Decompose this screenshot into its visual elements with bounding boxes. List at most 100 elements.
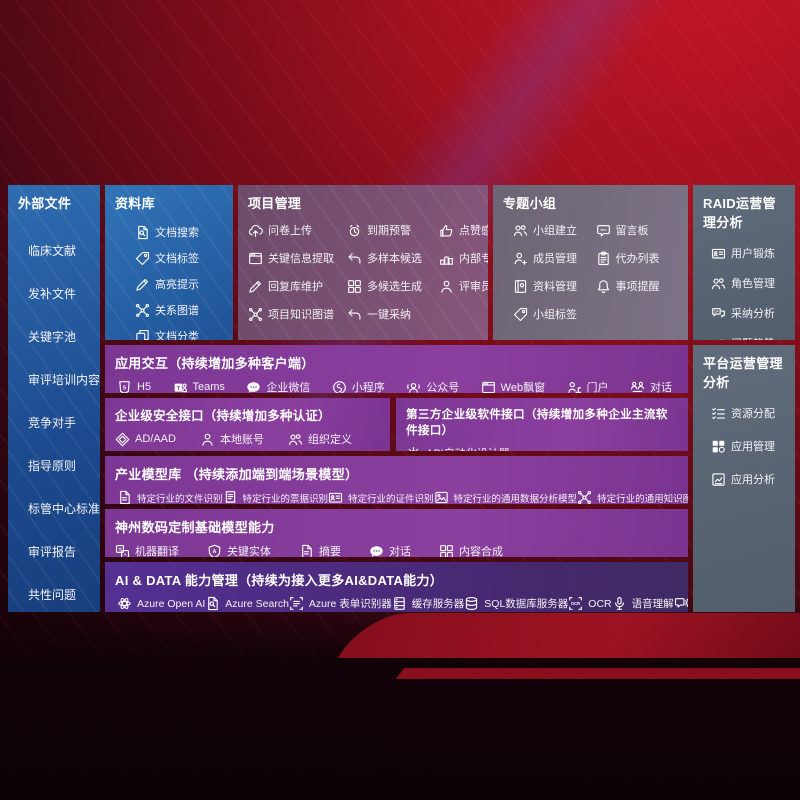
project-item[interactable]: 问卷上传 [248, 222, 347, 238]
integration-item[interactable]: API自动化设计器 [406, 445, 510, 451]
svg-text:T: T [176, 385, 180, 391]
capability-item[interactable]: 对话 [369, 543, 411, 557]
item-label: 问卷上传 [268, 225, 312, 237]
raid-item[interactable]: QA 采纳分析 [711, 305, 785, 321]
ai-service-item[interactable]: 缓存服务器 [392, 596, 464, 611]
ai-service-item[interactable]: Azure Open AI [117, 596, 205, 611]
library-item[interactable]: 高亮提示 [135, 276, 223, 292]
group-item[interactable]: BBS 留言板 [596, 222, 679, 238]
group-item[interactable]: 小组建立 [513, 222, 596, 238]
platform-item[interactable]: 资源分配 [711, 405, 785, 421]
reviewer-profile-icon [439, 279, 454, 294]
data-album-icon [513, 279, 528, 294]
bbs-board-icon: BBS [596, 223, 611, 238]
project-item[interactable]: 多样本候选 [347, 250, 439, 266]
client-item[interactable]: 对话 [630, 379, 672, 393]
external-file-item[interactable]: 标管中心标准 [28, 500, 100, 517]
raid-item[interactable]: 用户锻炼 [711, 245, 785, 261]
ai-service-item[interactable]: TTS [674, 596, 688, 611]
item-label: 项目知识图谱 [268, 309, 334, 321]
library-item[interactable]: 文档分类 [135, 328, 223, 340]
group-item[interactable]: 资料管理 [513, 278, 596, 294]
wecom-icon [246, 380, 261, 394]
capability-item[interactable]: A 关键实体 [207, 543, 271, 557]
auth-item[interactable]: AD/AAD [115, 432, 176, 447]
project-item[interactable]: 多候选生成 [347, 278, 439, 294]
topic-groups-title: 专题小组 [503, 196, 557, 211]
client-item[interactable]: 5 H5 [117, 380, 151, 393]
external-file-item[interactable]: 竞争对手 [28, 414, 90, 431]
group-item[interactable]: 代办列表 [596, 250, 679, 266]
ai-data-title: AI & DATA 能力管理（持续为接入更多AI&DATA能力） [115, 573, 444, 588]
project-item[interactable]: 内部专家排名 [439, 250, 488, 266]
auth-item[interactable]: 组织定义 [288, 431, 352, 447]
project-item[interactable]: 项目知识图谱 [248, 306, 347, 322]
industry-model-item[interactable]: 特定行业的通用知识图谱模型 [577, 490, 688, 504]
client-item[interactable]: 门户 [567, 379, 609, 393]
raid-item[interactable]: 角色管理 [711, 275, 785, 291]
project-item[interactable]: 一键采纳 [347, 306, 439, 322]
project-item[interactable]: 关键信息提取 [248, 250, 347, 266]
project-item[interactable]: 评审员画像 [439, 278, 488, 294]
item-label: 审评报告 [28, 545, 77, 559]
library-item[interactable]: 关系图谱 [135, 302, 223, 318]
app-manage-icon [711, 439, 726, 454]
capability-item[interactable]: 文 A 机器翻译 [115, 543, 179, 557]
external-file-item[interactable]: 审评报告 [28, 543, 90, 560]
external-file-item[interactable]: 临床文献 [28, 242, 90, 259]
resource-list-icon [711, 406, 726, 421]
client-item[interactable]: 小程序 [332, 379, 385, 393]
group-item[interactable]: 小组标签 [513, 306, 596, 322]
capability-item[interactable]: 内容合成 [439, 543, 503, 557]
client-item[interactable]: T Teams [173, 380, 225, 393]
project-item[interactable]: 到期预警 [347, 222, 439, 238]
client-item[interactable]: 公众号 [406, 379, 459, 393]
auth-list: AD/AAD 本地账号 组织定义 [115, 431, 380, 447]
library-item[interactable]: 文档搜索 [135, 224, 223, 240]
external-file-item[interactable]: 发补文件 [28, 285, 90, 302]
item-label: 公众号 [426, 382, 460, 393]
project-item[interactable]: 点赞感谢 [439, 222, 488, 238]
client-item[interactable]: 企业微信 [246, 379, 310, 393]
library-item[interactable]: 文档标签 [135, 250, 223, 266]
item-label: 共性问题 [28, 588, 77, 602]
tag-label-icon [135, 251, 150, 266]
ai-service-item[interactable]: OCR OCR [568, 596, 612, 611]
industry-model-item[interactable]: 特定行业的通用数据分析模型 [434, 490, 577, 504]
key-entity-icon: A [207, 544, 222, 557]
compose-icon [439, 544, 454, 557]
external-file-item[interactable]: 审评培训内容 [28, 371, 100, 388]
industry-model-item[interactable]: 特定行业的文件识别 [117, 490, 223, 504]
adopt-analysis-icon: QA [711, 306, 726, 321]
third-party-interface-title: 第三方企业级软件接口（持续增加多种企业主流软件接口） [406, 408, 668, 437]
external-file-item[interactable]: 指导原则 [28, 457, 90, 474]
external-file-item[interactable]: 关键字池 [28, 328, 90, 345]
item-label: 临床文献 [28, 244, 77, 258]
group-item[interactable]: 事项提醒 [596, 278, 679, 294]
app-interaction-row: 应用交互（持续增加多种客户端） 5 H5 T Teams 企业微信 小程序 公众号 Web飘窗… [105, 345, 688, 393]
platform-item[interactable]: 应用管理 [711, 438, 785, 454]
project-item[interactable]: 回复库维护 [248, 278, 347, 294]
auth-item[interactable]: 本地账号 [200, 431, 264, 447]
capability-item[interactable]: 摘要 [299, 543, 341, 557]
ai-service-item[interactable]: Azure Search [205, 596, 289, 611]
platform-item[interactable]: 应用分析 [711, 471, 785, 487]
project-management-title: 项目管理 [248, 196, 302, 211]
ai-service-item[interactable]: SQL数据库服务器 [464, 596, 568, 611]
group-item[interactable]: 成员管理 [513, 250, 596, 266]
item-label: 到期预警 [367, 225, 411, 237]
dcits-model-row: 神州数码定制基础模型能力 文 A 机器翻译 A 关键实体 摘要 对话 内容合成 [105, 509, 688, 557]
client-item[interactable]: Web飘窗 [481, 379, 545, 393]
raid-item[interactable]: 问题趋势 [711, 335, 785, 340]
item-label: 小组建立 [533, 225, 577, 237]
project-management-grid: 问卷上传 到期预警 点赞感谢关键信息提取 多样本候选 内部专家排名回复库维护 多候选生成 评… [248, 222, 488, 322]
ai-service-item[interactable]: Azure 表单识别器 [289, 596, 392, 611]
user-card-icon [711, 246, 726, 261]
industry-model-item[interactable]: 特定行业的证件识别 [328, 490, 434, 504]
ai-service-item[interactable]: 语音理解 [612, 596, 674, 611]
industry-model-item[interactable]: 特定行业的票据识别 [223, 490, 328, 504]
security-interface-panel: 企业级安全接口（持续增加多种认证） AD/AAD 本地账号 组织定义 [105, 398, 390, 451]
item-label: Azure Search [225, 597, 289, 610]
external-file-item[interactable]: 共性问题 [28, 586, 90, 603]
